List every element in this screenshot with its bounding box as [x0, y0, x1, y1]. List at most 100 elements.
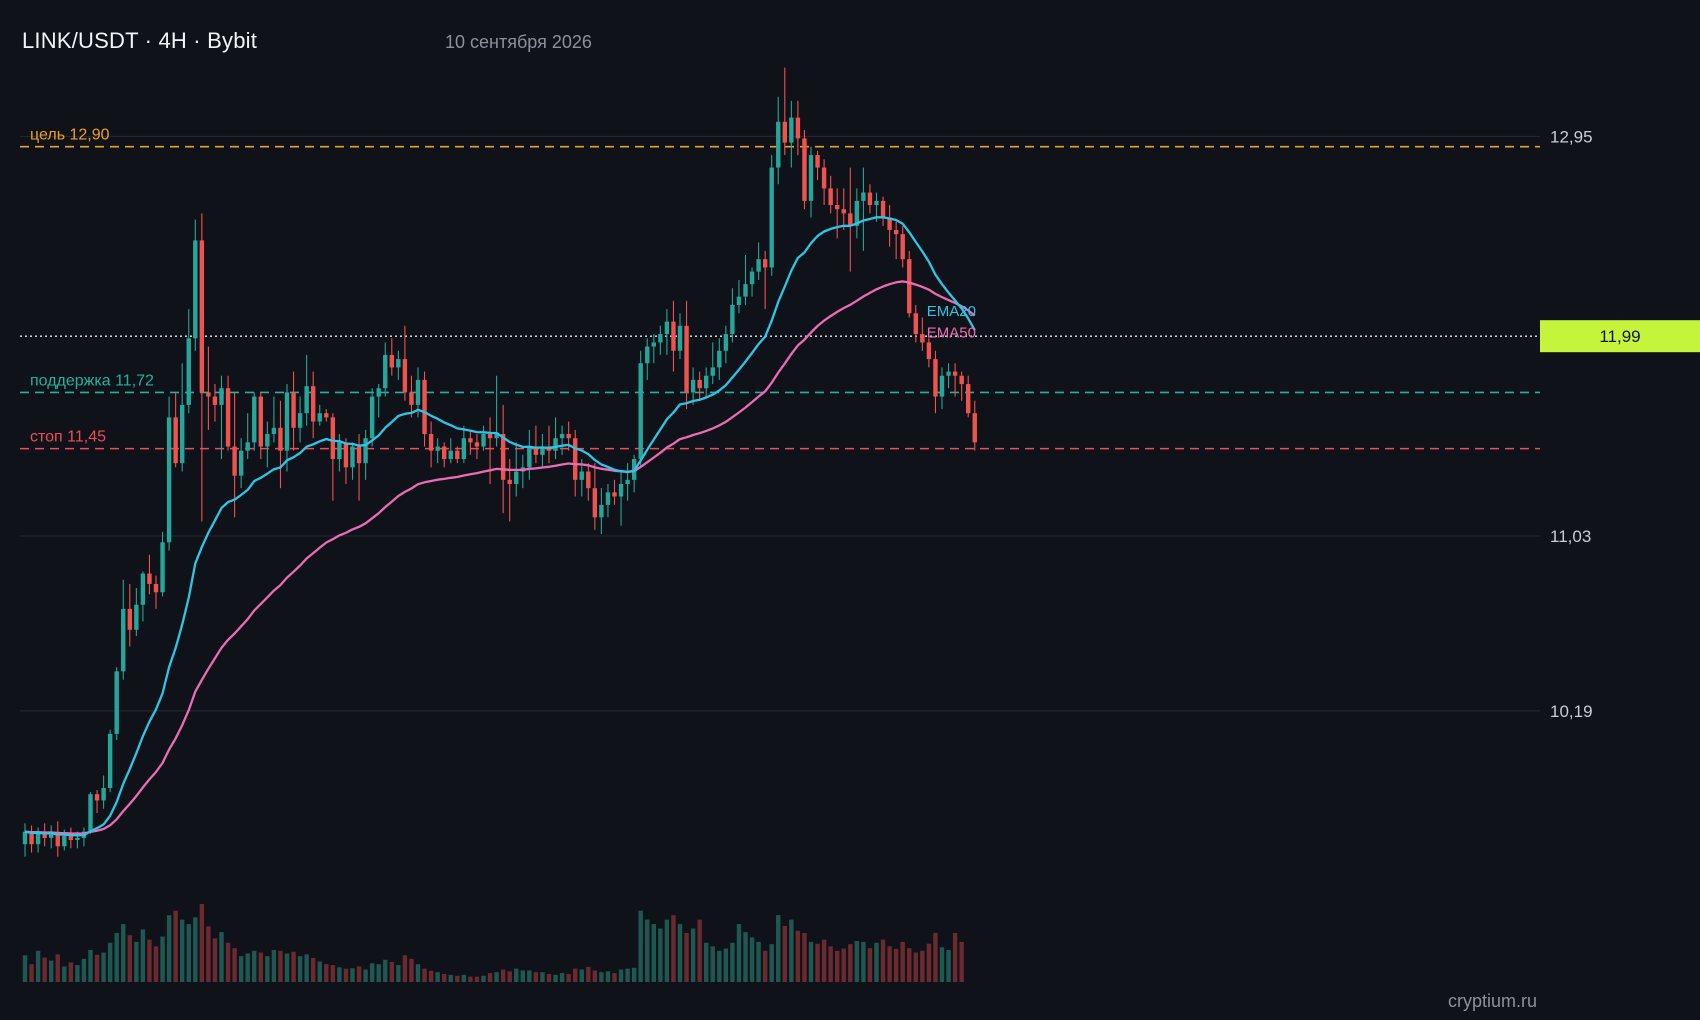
candle-body — [625, 479, 630, 485]
y-tick-label: 11,03 — [1550, 527, 1591, 546]
candle-body — [107, 733, 113, 788]
volume-bar — [356, 966, 362, 982]
volume-bar — [49, 960, 54, 982]
candle-body — [35, 833, 41, 845]
volume-bar — [225, 942, 231, 982]
volume-bar — [68, 962, 74, 982]
candle-body — [245, 442, 250, 451]
y-tick-label: 10,19 — [1550, 702, 1593, 721]
candle-body — [586, 471, 591, 489]
candle-body — [658, 334, 663, 343]
volume-bar — [422, 968, 427, 982]
volume-bar — [494, 972, 499, 982]
volume-bar — [854, 940, 860, 982]
candle-body — [127, 608, 132, 630]
volume-bar — [848, 944, 853, 982]
volume-bar — [507, 971, 512, 982]
candle-body — [645, 346, 650, 364]
candle-body — [206, 392, 211, 397]
candle-body — [736, 296, 742, 305]
volume-bar — [284, 953, 290, 982]
candle-body — [75, 837, 80, 841]
volume-bar — [939, 947, 945, 982]
volume-bar — [776, 915, 781, 982]
volume-bar — [697, 919, 702, 982]
candle-body — [153, 583, 159, 593]
volume-bar — [900, 941, 905, 982]
candle-body — [180, 404, 185, 464]
candle-body — [952, 371, 958, 376]
candle-body — [821, 167, 827, 189]
candle-body — [579, 471, 584, 480]
volume-bar — [795, 930, 801, 982]
ema50-label: EMA50 — [927, 325, 976, 342]
candle-body — [618, 484, 624, 497]
volume-bar — [81, 958, 87, 982]
candle-body — [756, 259, 761, 272]
candle-body — [114, 671, 119, 734]
candle-body — [802, 138, 807, 201]
candle-body — [861, 192, 866, 201]
candle-body — [88, 794, 93, 832]
candle-body — [926, 342, 932, 360]
volume-bar — [546, 973, 552, 982]
volume-bar — [42, 957, 47, 982]
volume-bar — [55, 954, 60, 982]
candle-body — [946, 371, 951, 376]
volume-bar — [448, 974, 453, 982]
volume-bar — [743, 932, 748, 982]
volume-bar — [867, 948, 873, 982]
volume-bar — [291, 951, 296, 982]
volume-bar — [618, 969, 624, 982]
volume-bar — [271, 949, 277, 982]
candle-body — [592, 488, 598, 518]
candle-body — [671, 321, 676, 351]
candle-body — [291, 392, 296, 428]
volume-bar — [893, 949, 899, 982]
candle-body — [428, 434, 434, 451]
volume-bar — [147, 939, 152, 982]
candle-body — [730, 304, 735, 335]
volume-bar — [579, 969, 584, 982]
candle-body — [42, 833, 47, 838]
volume-bar — [952, 932, 958, 982]
volume-bar — [363, 969, 368, 982]
candle-body — [514, 471, 519, 485]
volume-bar — [428, 970, 434, 982]
candle-body — [828, 188, 833, 206]
volume-bar — [166, 915, 172, 982]
volume-bar — [586, 966, 591, 982]
chart-title: LINK/USDT · 4H · Bybit — [22, 28, 258, 53]
candle-body — [507, 479, 512, 485]
candle-body — [880, 200, 886, 218]
volume-bar — [821, 939, 827, 982]
volume-bar — [920, 950, 925, 982]
candle-body — [874, 200, 879, 206]
last-price-badge — [1540, 320, 1700, 353]
candle-body — [330, 417, 336, 460]
volume-bar — [134, 941, 139, 982]
candle-body — [337, 442, 342, 460]
candle-body — [212, 396, 218, 405]
y-tick-label: 12,95 — [1550, 127, 1593, 146]
volume-bar — [29, 964, 34, 982]
candle-body — [710, 367, 715, 376]
volume-bar — [127, 935, 132, 982]
candle-body — [559, 434, 565, 439]
candle-body — [795, 117, 801, 139]
volume-bar — [612, 973, 617, 982]
volume-bar — [723, 948, 729, 982]
volume-bar — [566, 973, 571, 982]
volume-bar — [710, 946, 715, 982]
candle-body — [55, 831, 60, 847]
candle-body — [749, 271, 755, 285]
candle-body — [527, 446, 532, 468]
ema50-line — [24, 280, 976, 835]
volume-bar — [841, 948, 846, 982]
candle-body — [533, 446, 539, 455]
candle-body — [867, 192, 873, 206]
volume-bar — [605, 971, 611, 982]
volume-bar — [337, 967, 342, 982]
volume-bar — [258, 952, 263, 982]
